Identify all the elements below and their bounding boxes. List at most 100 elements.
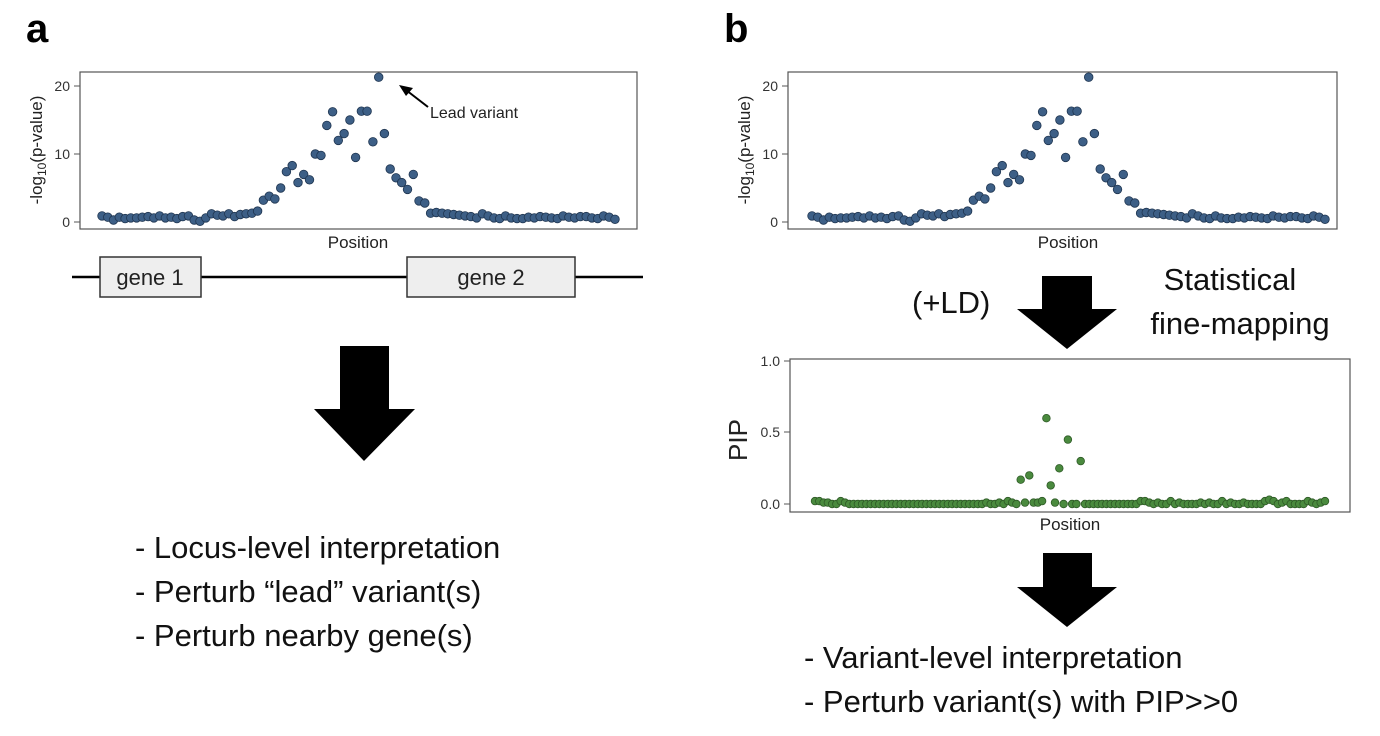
pip-ytick: 0.0 bbox=[761, 496, 781, 512]
fine-mapping-label-line-1: Statistical bbox=[1164, 262, 1297, 297]
panel-a-ytick: 0 bbox=[62, 214, 70, 230]
data-point bbox=[1095, 164, 1105, 174]
panel-a-points bbox=[97, 72, 620, 227]
data-point bbox=[610, 214, 620, 225]
panel-b-bullet: - Variant-level interpretation bbox=[804, 640, 1183, 675]
data-point bbox=[402, 184, 413, 195]
ld-label: (+LD) bbox=[912, 285, 990, 320]
data-point bbox=[374, 72, 384, 82]
data-point bbox=[980, 194, 990, 204]
data-point bbox=[287, 160, 297, 171]
panel-b-plot-frame bbox=[787, 71, 1338, 230]
data-point bbox=[1060, 152, 1071, 163]
data-point bbox=[420, 198, 430, 208]
data-point bbox=[339, 128, 349, 139]
panel-a-bullets: - Locus-level interpretation - Perturb “… bbox=[135, 530, 500, 653]
panel-b-y-ticks: 0 10 20 bbox=[762, 78, 788, 230]
panel-a-y-ticks: 0 10 20 bbox=[54, 78, 80, 230]
data-point bbox=[1083, 72, 1094, 82]
data-point bbox=[408, 169, 419, 180]
data-point bbox=[1037, 496, 1047, 506]
data-point bbox=[1050, 498, 1060, 507]
panel-b-bullet: - Perturb variant(s) with PIP>>0 bbox=[804, 684, 1238, 719]
pip-ytick: 0.5 bbox=[761, 424, 781, 440]
panel-a-bullet: - Perturb “lead” variant(s) bbox=[135, 574, 481, 609]
data-point bbox=[345, 115, 355, 125]
data-point bbox=[270, 194, 280, 204]
lead-variant-label: Lead variant bbox=[430, 105, 519, 122]
pip-ylabel: PIP bbox=[723, 419, 753, 461]
data-point bbox=[1055, 464, 1064, 473]
data-point bbox=[1012, 499, 1021, 509]
data-point bbox=[299, 169, 309, 180]
data-point bbox=[1009, 169, 1019, 180]
data-point bbox=[1089, 128, 1100, 139]
data-point bbox=[1072, 499, 1081, 509]
data-point bbox=[1059, 499, 1068, 509]
data-point bbox=[322, 120, 332, 131]
gene-2-label: gene 2 bbox=[457, 265, 524, 290]
data-point bbox=[350, 152, 361, 163]
data-point bbox=[1003, 177, 1013, 188]
data-point bbox=[1049, 128, 1059, 139]
data-point bbox=[362, 106, 372, 116]
panel-a-bullet: - Locus-level interpretation bbox=[135, 530, 500, 565]
panel-b-points bbox=[807, 72, 1330, 227]
data-point bbox=[1016, 475, 1025, 484]
panel-a-ytick: 20 bbox=[54, 78, 70, 94]
gene-1-box bbox=[99, 256, 202, 298]
data-point bbox=[1014, 175, 1025, 185]
panel-b-xlabel: Position bbox=[1038, 233, 1098, 252]
lead-variant-arrow bbox=[399, 85, 429, 108]
data-point bbox=[1055, 115, 1065, 125]
data-point bbox=[1046, 481, 1055, 490]
panel-a-bullet: - Perturb nearby gene(s) bbox=[135, 618, 473, 653]
data-point bbox=[991, 166, 1002, 177]
panel-b-bullets: - Variant-level interpretation - Perturb… bbox=[804, 640, 1238, 719]
data-point bbox=[1320, 496, 1330, 506]
panel-b-ylabel: -log10(p-value) bbox=[735, 96, 757, 205]
data-point bbox=[1037, 107, 1048, 117]
panel-b-down-arrow bbox=[1017, 553, 1117, 627]
pip-plot-frame bbox=[789, 358, 1351, 513]
data-point bbox=[1026, 150, 1036, 161]
panel-a-letter: a bbox=[26, 7, 49, 51]
data-point bbox=[1130, 198, 1140, 208]
data-point bbox=[333, 135, 344, 146]
gene-2-box bbox=[406, 256, 576, 298]
data-point bbox=[986, 183, 996, 193]
data-point bbox=[1020, 498, 1030, 507]
data-point bbox=[385, 164, 395, 174]
data-point bbox=[252, 206, 263, 216]
data-point bbox=[962, 206, 973, 216]
data-point bbox=[293, 177, 303, 188]
panel-a-ytick: 10 bbox=[54, 146, 70, 162]
data-point bbox=[379, 128, 390, 139]
data-point bbox=[304, 175, 315, 185]
panel-a-gwas-plot: 0 10 20 -log10(p-value) Position Lead va… bbox=[27, 71, 638, 252]
panel-b-ytick: 10 bbox=[762, 146, 778, 162]
data-point bbox=[1042, 414, 1051, 423]
data-point bbox=[1043, 135, 1054, 146]
pip-plot: 0.0 0.5 1.0 PIP Position bbox=[723, 353, 1351, 534]
data-point bbox=[1320, 214, 1330, 225]
data-point bbox=[1078, 137, 1088, 147]
data-point bbox=[1025, 471, 1034, 480]
panel-a-xlabel: Position bbox=[328, 233, 388, 252]
panel-b-ytick: 20 bbox=[762, 78, 778, 94]
data-point bbox=[327, 107, 338, 117]
gene-track: gene 1 gene 2 bbox=[72, 256, 643, 298]
pip-y-ticks: 0.0 0.5 1.0 bbox=[761, 353, 790, 512]
panel-b-ytick: 0 bbox=[770, 214, 778, 230]
data-point bbox=[316, 150, 326, 161]
panel-a-plot-frame bbox=[79, 71, 638, 230]
data-point bbox=[1112, 184, 1123, 195]
panel-a-down-arrow bbox=[314, 346, 415, 461]
data-point bbox=[281, 166, 292, 177]
data-point bbox=[1076, 456, 1085, 466]
data-point bbox=[368, 137, 378, 147]
data-point bbox=[1118, 169, 1129, 180]
panel-b-gwas-plot: 0 10 20 -log10(p-value) Position bbox=[735, 71, 1338, 252]
data-point bbox=[1063, 435, 1073, 444]
fine-mapping-down-arrow bbox=[1017, 276, 1117, 349]
